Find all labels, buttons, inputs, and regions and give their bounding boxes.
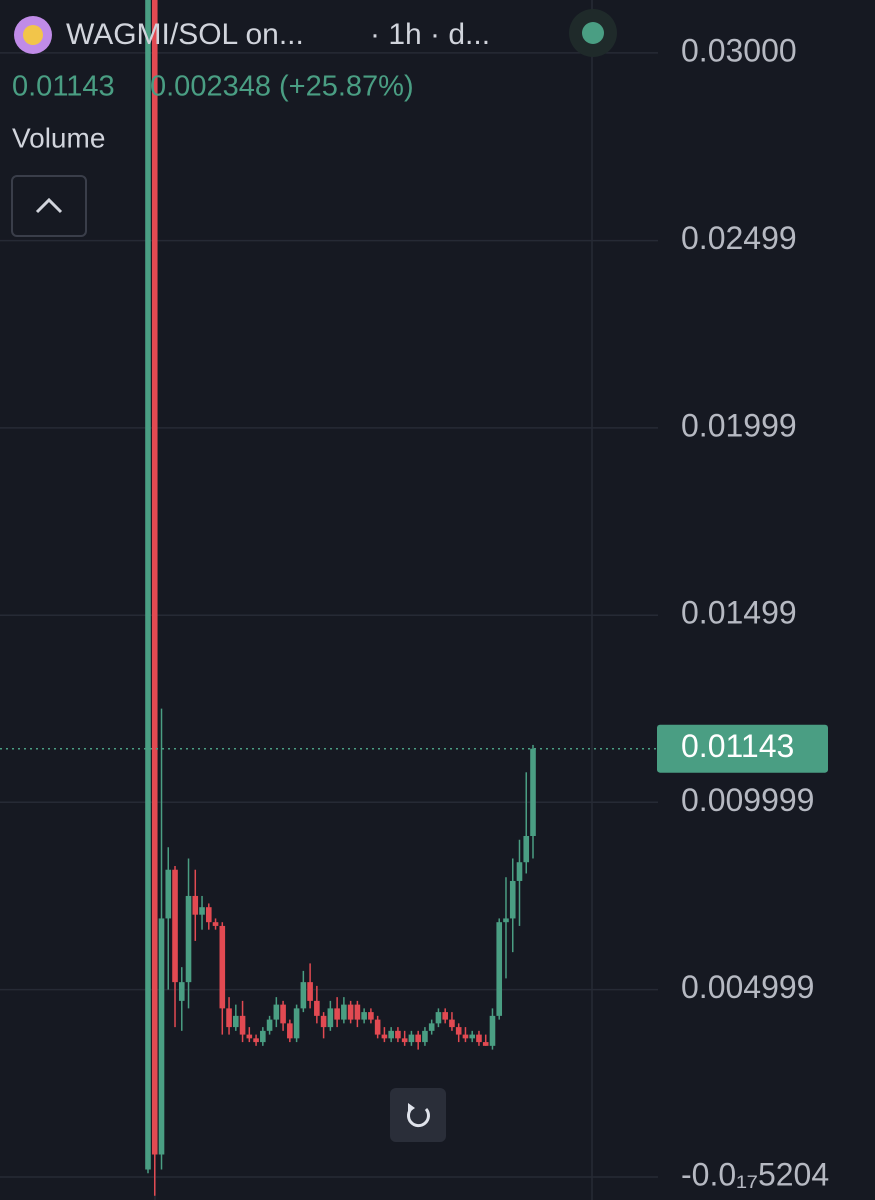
candle-body [239,1015,246,1035]
candle-body [341,1004,347,1020]
candle-body [287,1023,293,1039]
candles [145,0,536,1196]
candle-body [185,895,192,983]
candle-body [212,922,219,926]
candle-body [503,918,509,923]
candle-body [192,895,199,915]
price-tag [657,724,828,773]
candle-body [482,1042,489,1046]
y-tick-label: 0.01999 [681,407,797,443]
candle-body [469,1034,476,1039]
interval: · 1h · d... [370,18,490,51]
candle-body [151,0,158,1155]
header-change: 0.002348 (+25.87%) [150,71,414,103]
candle-body [401,1038,408,1043]
grid [0,52,658,1178]
candle-body [455,1027,462,1035]
candle-body [233,1015,239,1028]
candle-body [395,1030,401,1039]
symbol: WAGMI/SOL on... [66,18,304,51]
candle-body [158,918,165,1155]
reset-arrow [408,1103,415,1113]
y-tick-label: 0.01499 [681,595,797,631]
candle-body [530,748,536,836]
candle-body [205,907,212,923]
candle-body [199,907,205,915]
candle-body [293,1008,300,1039]
y-tick-label: 0.009999 [681,782,814,818]
candle-body [327,1008,334,1028]
candle-body [226,1008,232,1028]
candle-body [219,925,226,1009]
candle-body [300,982,307,1009]
candle-body [165,869,172,919]
candle-body [422,1030,428,1043]
candle-body [496,922,503,1016]
candle-body [381,1034,388,1039]
candle-body [280,1004,286,1024]
candle-body [266,1019,273,1031]
price-axis: 0.03000 0.02499 0.01999 0.01499 0.009999 0.00… [681,32,829,1192]
indicator-label: Volume [12,122,105,153]
candle-body [314,1000,320,1016]
candle-body [523,835,530,863]
y-tick-label: 0.004999 [681,969,814,1005]
candle-body [320,1015,327,1028]
candle-body [172,869,178,983]
candle-body [449,1019,455,1028]
candle-body [354,1004,361,1020]
candle-body [246,1034,253,1039]
candle-body [489,1015,496,1046]
candle-body [253,1038,259,1043]
collapse-icon [35,197,63,214]
candle-body [509,880,516,919]
price-tag-label: 0.01143 [681,728,794,764]
reset-button-frame[interactable] [390,1088,446,1142]
candle-body [307,982,313,1001]
candle-body [347,1004,354,1020]
candle-body [516,862,523,881]
reset-button[interactable] [390,1088,446,1142]
candle-body [388,1030,394,1039]
candle-body [408,1034,415,1043]
y-tick-label: 0.02499 [681,220,797,256]
candle-body [178,982,185,1001]
token-icon-inner [23,25,43,45]
candle-body [476,1034,482,1043]
status-dot[interactable] [582,22,604,44]
candle-body [260,1030,266,1043]
collapse-button[interactable] [11,175,87,237]
header-price: 0.01143 [12,71,115,103]
candle-body [361,1012,367,1020]
candle-body [145,0,151,1170]
y-tick-label: 0.03000 [681,32,797,68]
candle-body [435,1012,442,1024]
candle-body [462,1034,469,1039]
candle-body [415,1034,421,1043]
reset-icon [407,1106,430,1128]
candle-body [442,1012,448,1020]
candle-body [368,1012,374,1020]
candle-body [273,1004,280,1020]
candle-body [428,1023,435,1031]
candle-body [334,1008,340,1020]
y-tick-label: -0.0₁₇5204 [681,1156,829,1192]
collapse-button-frame[interactable] [11,175,87,237]
candle-body [374,1019,381,1035]
